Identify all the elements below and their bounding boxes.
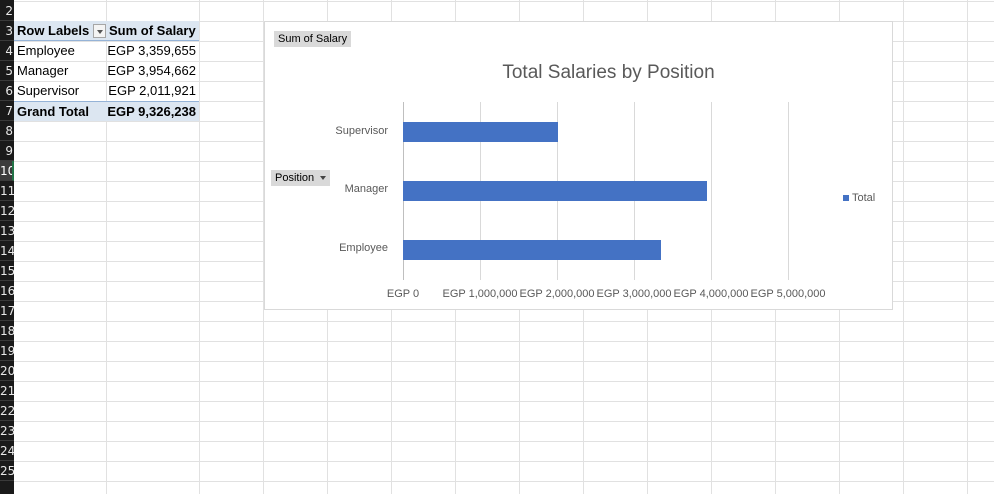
category-label: Supervisor bbox=[335, 125, 388, 137]
bar-manager[interactable] bbox=[403, 181, 707, 201]
grid-line bbox=[14, 381, 994, 382]
value-axis-tick: EGP 2,000,000 bbox=[519, 288, 595, 300]
position-field-button[interactable]: Position bbox=[271, 170, 331, 186]
category-label: Manager bbox=[344, 183, 388, 195]
row-header[interactable]: 3 bbox=[0, 21, 14, 41]
grid-line bbox=[14, 461, 994, 462]
row-header[interactable]: 7 bbox=[0, 101, 14, 121]
row-header[interactable]: 5 bbox=[0, 61, 14, 81]
row-labels-header[interactable]: Row Labels bbox=[14, 21, 106, 40]
grid-line bbox=[14, 1, 994, 2]
grid-line bbox=[106, 0, 107, 494]
grid-line bbox=[14, 441, 994, 442]
value-field-header[interactable]: Sum of Salary bbox=[109, 23, 196, 38]
bar-employee[interactable] bbox=[403, 240, 661, 260]
row-header-active[interactable]: 10 bbox=[0, 161, 14, 181]
row-header[interactable]: 25 bbox=[0, 461, 14, 481]
grid-line bbox=[903, 0, 904, 494]
gridline bbox=[788, 102, 789, 280]
pivot-table: Row Labels Sum of Salary Employee EGP 3,… bbox=[14, 21, 199, 121]
row-header[interactable]: 15 bbox=[0, 261, 14, 281]
value-axis-tick: EGP 4,000,000 bbox=[673, 288, 749, 300]
legend-swatch-icon bbox=[843, 195, 849, 201]
value-axis-tick: EGP 1,000,000 bbox=[442, 288, 518, 300]
grid-line bbox=[14, 361, 994, 362]
grid-line bbox=[14, 421, 994, 422]
pivot-header-row: Row Labels Sum of Salary bbox=[14, 21, 199, 41]
chart-title[interactable]: Total Salaries by Position bbox=[502, 62, 715, 83]
row-header[interactable]: 20 bbox=[0, 361, 14, 381]
legend-label: Total bbox=[852, 192, 876, 204]
position-field-label: Position bbox=[275, 172, 315, 184]
pivot-row-label[interactable]: Supervisor bbox=[17, 83, 80, 98]
row-header[interactable]: 23 bbox=[0, 421, 14, 441]
pivot-row-value[interactable]: EGP 2,011,921 bbox=[108, 83, 196, 98]
grid-line bbox=[199, 0, 200, 494]
grand-total-value[interactable]: EGP 9,326,238 bbox=[107, 104, 196, 119]
row-header[interactable]: 9 bbox=[0, 141, 14, 161]
filter-dropdown-icon[interactable] bbox=[93, 23, 106, 38]
row-header[interactable]: 6 bbox=[0, 81, 14, 101]
row-header[interactable]: 22 bbox=[0, 401, 14, 421]
row-header[interactable]: 17 bbox=[0, 301, 14, 321]
grid-line bbox=[14, 341, 994, 342]
sum-of-salary-field-button[interactable]: Sum of Salary bbox=[274, 31, 352, 47]
grid-line bbox=[263, 0, 264, 494]
row-header[interactable]: 19 bbox=[0, 341, 14, 361]
pivot-row: Manager EGP 3,954,662 bbox=[14, 61, 199, 81]
value-axis-tick: EGP 5,000,000 bbox=[750, 288, 826, 300]
pivot-chart[interactable]: Sum of Salary Position Total Salaries by… bbox=[264, 21, 893, 310]
bar-supervisor[interactable] bbox=[403, 122, 558, 142]
pivot-row-label[interactable]: Employee bbox=[17, 43, 75, 58]
row-header[interactable]: 16 bbox=[0, 281, 14, 301]
value-axis-tick: EGP 0 bbox=[386, 288, 420, 300]
plot-area[interactable] bbox=[403, 102, 789, 280]
pivot-row: Supervisor EGP 2,011,921 bbox=[14, 81, 199, 101]
row-labels-header-text: Row Labels bbox=[17, 22, 90, 38]
pivot-row: Employee EGP 3,359,655 bbox=[14, 41, 199, 61]
row-header[interactable]: 12 bbox=[0, 201, 14, 221]
row-header[interactable]: 4 bbox=[0, 41, 14, 61]
grand-total-label[interactable]: Grand Total bbox=[17, 103, 89, 119]
row-header[interactable]: 13 bbox=[0, 221, 14, 241]
grid-line bbox=[14, 321, 994, 322]
grid-line bbox=[14, 481, 994, 482]
pivot-row-value[interactable]: EGP 3,954,662 bbox=[107, 63, 196, 78]
pivot-row-label[interactable]: Manager bbox=[17, 63, 69, 78]
row-header[interactable]: 18 bbox=[0, 321, 14, 341]
chart-legend[interactable]: Total bbox=[843, 192, 875, 204]
dropdown-arrow-icon bbox=[320, 176, 327, 181]
pivot-row-value[interactable]: EGP 3,359,655 bbox=[107, 43, 196, 58]
category-label: Employee bbox=[339, 242, 388, 254]
row-header[interactable]: 2 bbox=[0, 1, 14, 21]
row-header[interactable]: 24 bbox=[0, 441, 14, 461]
grid-line bbox=[14, 401, 994, 402]
row-header[interactable]: 11 bbox=[0, 181, 14, 201]
row-headers: 2 3 4 5 6 7 8 9 10 11 12 13 14 15 16 17 … bbox=[0, 0, 14, 494]
value-axis-tick: EGP 3,000,000 bbox=[596, 288, 672, 300]
row-header[interactable]: 21 bbox=[0, 381, 14, 401]
gridline bbox=[711, 102, 712, 280]
grand-total-row: Grand Total EGP 9,326,238 bbox=[14, 101, 199, 121]
grid-line bbox=[967, 0, 968, 494]
row-header[interactable]: 14 bbox=[0, 241, 14, 261]
row-header[interactable]: 8 bbox=[0, 121, 14, 141]
